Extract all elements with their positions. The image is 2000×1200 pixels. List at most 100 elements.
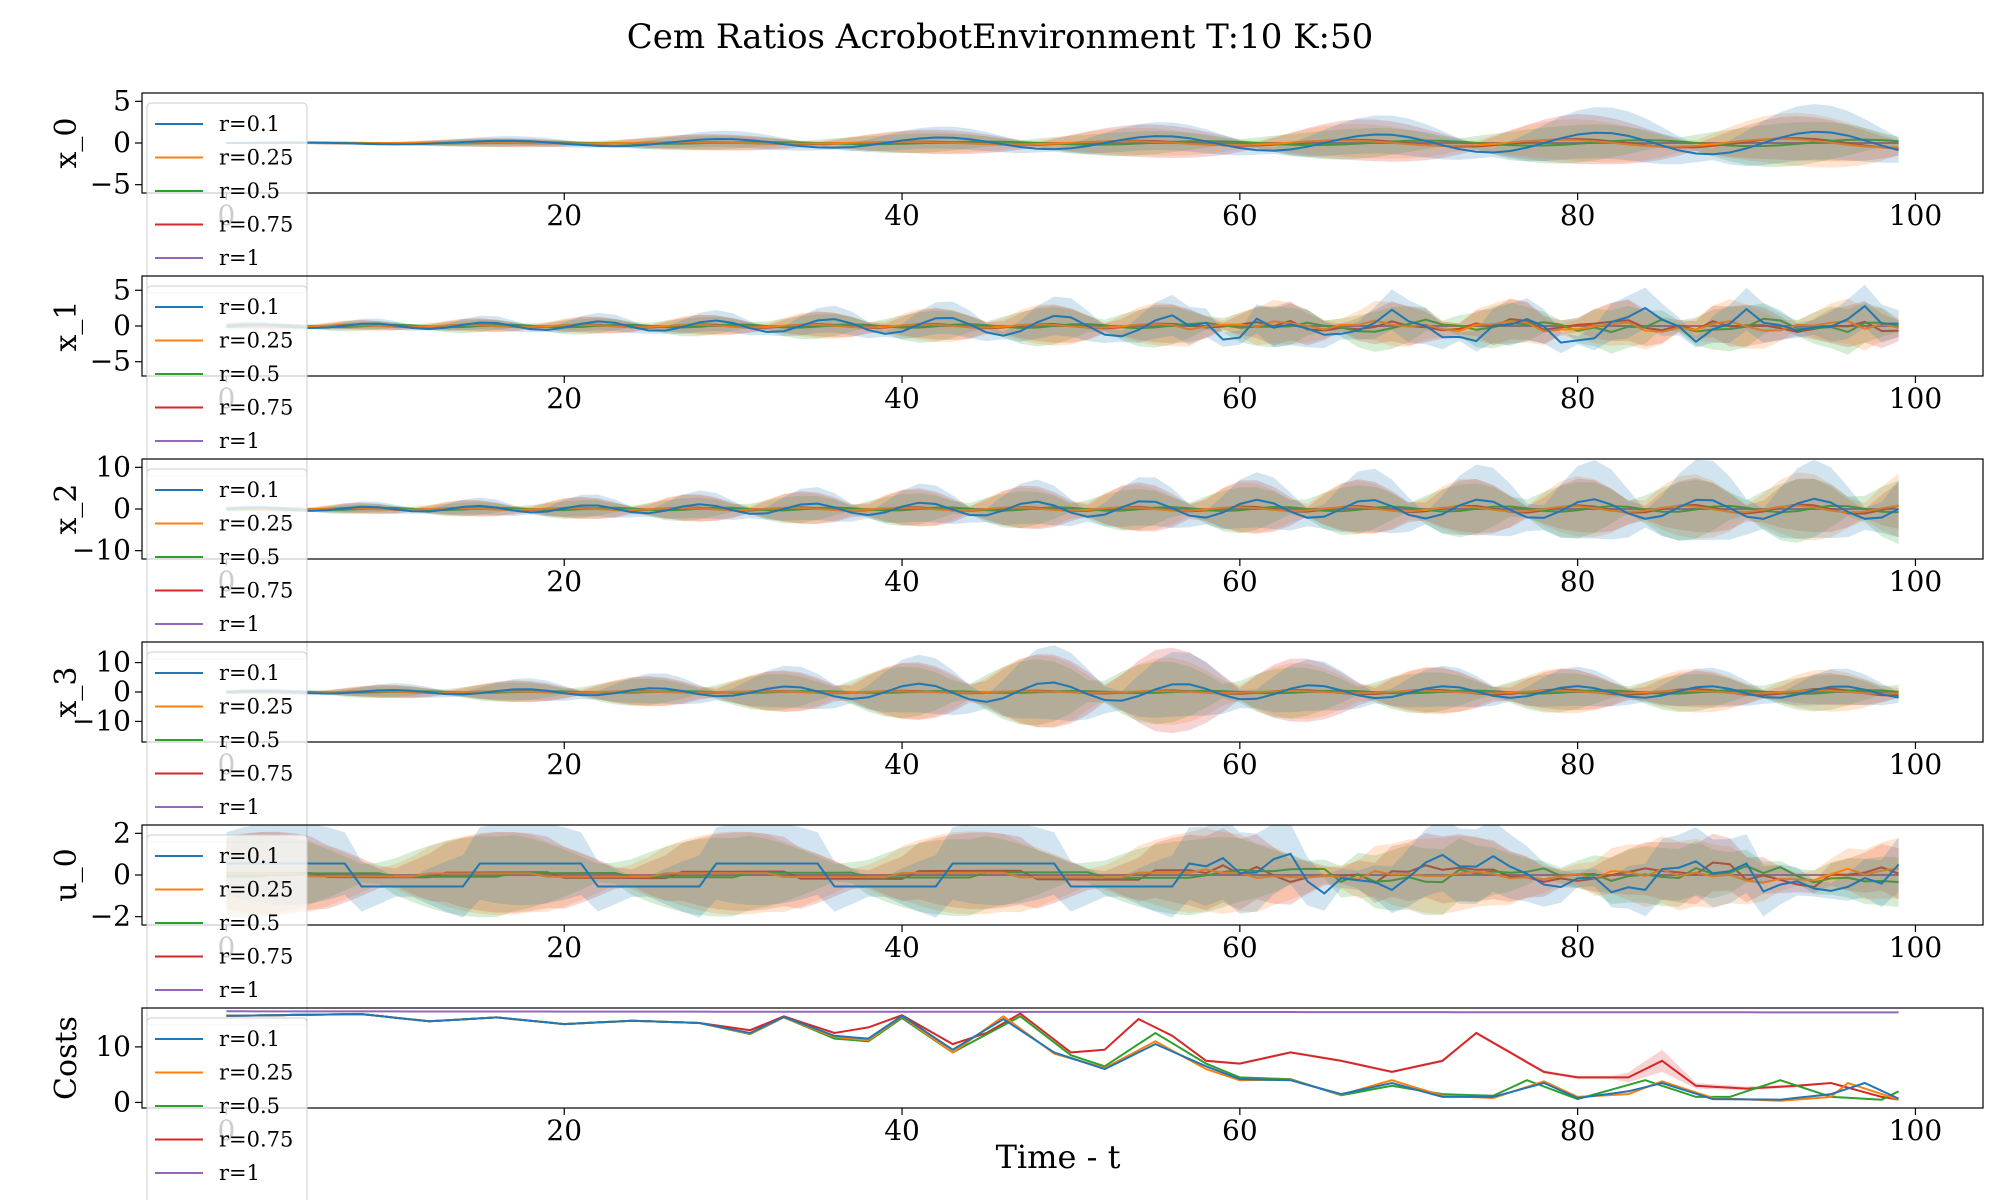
plot-area	[226, 645, 1899, 734]
y-tick-label: −10	[72, 534, 131, 567]
band-r=0.25	[226, 112, 1899, 168]
legend-label: r=1	[219, 978, 260, 1002]
line-r=0.25	[226, 1013, 1899, 1102]
y-tick-label: 10	[95, 450, 131, 483]
x-tick-label: 100	[1889, 1114, 1942, 1147]
band-r=0.25	[226, 827, 1899, 916]
x-tick-label: 20	[546, 931, 582, 964]
line-r=0.1	[226, 1013, 1900, 1101]
plot-area	[226, 104, 1899, 168]
subplots: 50−5020406080100x_0r=0.1r=0.25r=0.5r=0.7…	[49, 84, 1984, 1200]
axes-frame	[141, 1007, 1984, 1109]
legend-label: r=0.1	[219, 661, 280, 685]
x-tick-label: 80	[1560, 382, 1596, 415]
subplot-x0: 50−5020406080100x_0r=0.1r=0.25r=0.5r=0.7…	[49, 84, 1984, 294]
legend-label: r=0.75	[219, 213, 293, 237]
y-tick-label: 2	[113, 816, 131, 849]
y-tick-label: 5	[113, 273, 131, 306]
legend: r=0.1 r=0.25 r=0.5 r=0.75 r=1	[146, 102, 308, 294]
line-r=1	[226, 1010, 1899, 1014]
legend-label: r=0.1	[219, 295, 280, 319]
subplot-x3: 100−10020406080100x_3r=0.1r=0.25r=0.5r=0…	[49, 641, 1984, 843]
x-tick-label: 80	[1560, 565, 1596, 598]
line-r=0.1	[226, 497, 1900, 520]
x-tick-label: 60	[1222, 1114, 1258, 1147]
legend: r=0.1 r=0.25 r=0.5 r=0.75 r=1	[146, 468, 308, 660]
legend-label: r=0.1	[219, 478, 280, 502]
x-tick-label: 100	[1889, 748, 1942, 781]
y-tick-label: 0	[113, 675, 131, 708]
line-r=0.25	[226, 137, 1899, 149]
x-tick-label: 20	[546, 1114, 582, 1147]
y-tick-label: −2	[90, 900, 131, 933]
line-r=0.25	[226, 689, 1899, 695]
legend-label: r=0.5	[219, 728, 280, 752]
y-tick-label: 0	[113, 126, 131, 159]
plot-area	[226, 1010, 1900, 1102]
chart-title: Cem Ratios AcrobotEnvironment T:10 K:50	[627, 17, 1374, 57]
legend-label: r=0.5	[219, 545, 280, 569]
x-tick-label: 40	[884, 1114, 920, 1147]
legend-label: r=0.5	[219, 362, 280, 386]
x-tick-label: 40	[884, 565, 920, 598]
line-r=0.1	[226, 852, 1900, 895]
band-r=0.75	[226, 477, 1899, 534]
legend-label: r=0.5	[219, 1094, 280, 1118]
subplot-Costs: 100020406080100Costsr=0.1r=0.25r=0.5r=0.…	[49, 1007, 1984, 1200]
legend-label: r=1	[219, 1161, 260, 1185]
y-axis-label: x_0	[49, 117, 84, 168]
band-r=0.1	[226, 104, 1899, 167]
legend-label: r=0.25	[219, 878, 293, 902]
legend-label: r=0.5	[219, 911, 280, 935]
band-r=0.25	[226, 472, 1899, 541]
y-axis-label: x_3	[49, 666, 84, 717]
x-tick-label: 80	[1560, 199, 1596, 232]
legend: r=0.1 r=0.25 r=0.5 r=0.75 r=1	[146, 1017, 308, 1200]
x-tick-label: 40	[884, 748, 920, 781]
band-r=0.1	[226, 459, 1899, 541]
y-axis-label: u_0	[49, 848, 84, 901]
line-r=0.25	[226, 319, 1899, 333]
x-tick-label: 80	[1560, 748, 1596, 781]
legend-label: r=0.75	[219, 1128, 293, 1152]
band-r=0.5	[226, 478, 1899, 545]
legend-label: r=0.1	[219, 844, 280, 868]
legend-label: r=1	[219, 612, 260, 636]
band-r=0.1	[226, 825, 1899, 918]
x-tick-label: 40	[884, 382, 920, 415]
legend-label: r=0.75	[219, 579, 293, 603]
line-r=0.1	[226, 304, 1899, 344]
x-axis-label: Time - t	[996, 1138, 1121, 1176]
legend-label: r=1	[219, 795, 260, 819]
y-tick-label: 0	[113, 858, 131, 891]
band-r=0.5	[226, 302, 1899, 355]
x-tick-label: 20	[546, 382, 582, 415]
x-tick-label: 80	[1560, 1114, 1596, 1147]
subplot-x1: 50−5020406080100x_1r=0.1r=0.25r=0.5r=0.7…	[49, 273, 1984, 477]
band-r=0.75	[226, 828, 1899, 915]
x-tick-label: 20	[546, 748, 582, 781]
subplot-x2: 100−10020406080100x_2r=0.1r=0.25r=0.5r=0…	[49, 450, 1984, 660]
y-tick-label: −5	[90, 168, 131, 201]
band-r=0.75	[226, 298, 1899, 349]
legend-label: r=0.75	[219, 945, 293, 969]
legend-label: r=0.25	[219, 146, 293, 170]
legend-box	[146, 1017, 308, 1200]
legend-label: r=0.25	[219, 695, 293, 719]
x-tick-label: 100	[1889, 931, 1942, 964]
legend: r=0.1 r=0.25 r=0.5 r=0.75 r=1	[146, 651, 308, 843]
y-axis-label: x_2	[49, 483, 84, 534]
legend-label: r=0.75	[219, 396, 293, 420]
x-tick-label: 100	[1889, 565, 1942, 598]
y-tick-label: 10	[95, 646, 131, 679]
line-r=0.25	[226, 867, 1899, 884]
line-r=0.1	[226, 130, 1899, 156]
y-tick-label: −5	[90, 345, 131, 378]
x-tick-label: 60	[1222, 748, 1258, 781]
x-tick-label: 60	[1222, 199, 1258, 232]
y-axis-label: Costs	[49, 1016, 84, 1100]
band-r=0.1	[226, 645, 1899, 722]
x-tick-label: 100	[1889, 382, 1942, 415]
y-axis-label: x_1	[49, 300, 84, 351]
